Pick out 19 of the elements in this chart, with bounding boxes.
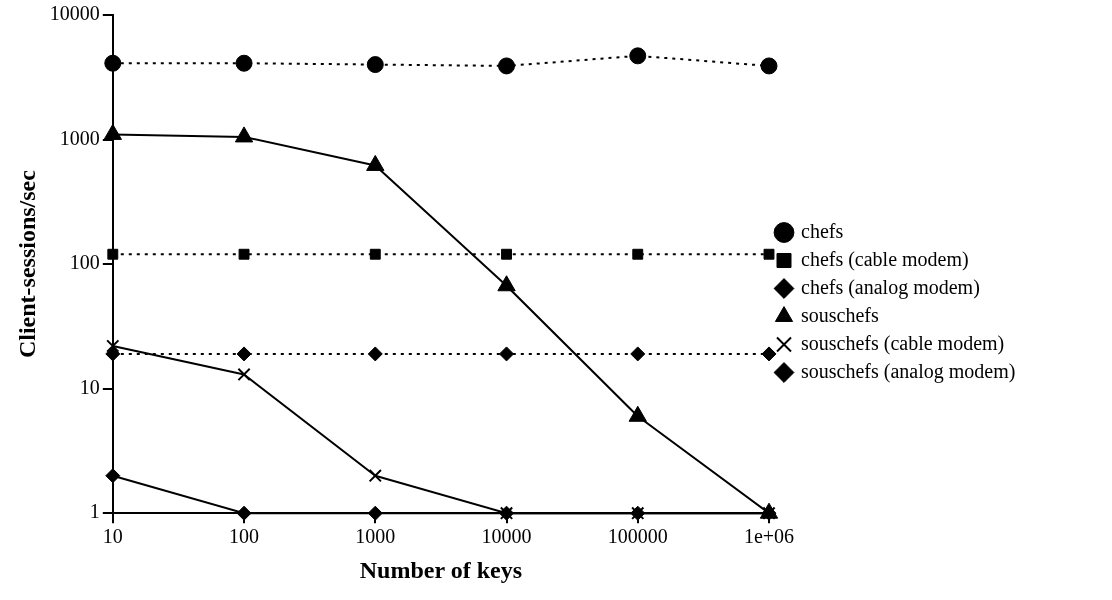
legend-label: souschefs (cable modem): [801, 331, 1005, 355]
x-tick-label: 10000: [481, 525, 532, 548]
x-tick-label: 10: [102, 525, 123, 548]
legend-label: chefs (analog modem): [801, 275, 980, 299]
y-tick-label: 100: [69, 251, 100, 274]
legend-label: chefs (cable modem): [801, 247, 969, 271]
x-tick-label: 1e+06: [743, 525, 795, 548]
y-tick-label: 1: [89, 500, 100, 523]
y-axis-title: Client-sessions/sec: [13, 169, 40, 359]
y-tick-label: 10: [79, 375, 100, 398]
x-tick-label: 100000: [607, 525, 668, 548]
x-tick-label: 1000: [355, 525, 396, 548]
legend-label: souschefs: [801, 303, 879, 326]
y-tick-label: 1000: [59, 126, 100, 149]
y-tick-label: 10000: [49, 2, 100, 25]
legend-label: chefs: [801, 219, 844, 242]
x-tick-label: 100: [229, 525, 260, 548]
x-axis-title: Number of keys: [359, 556, 523, 583]
legend-label: souschefs (analog modem): [801, 359, 1016, 383]
